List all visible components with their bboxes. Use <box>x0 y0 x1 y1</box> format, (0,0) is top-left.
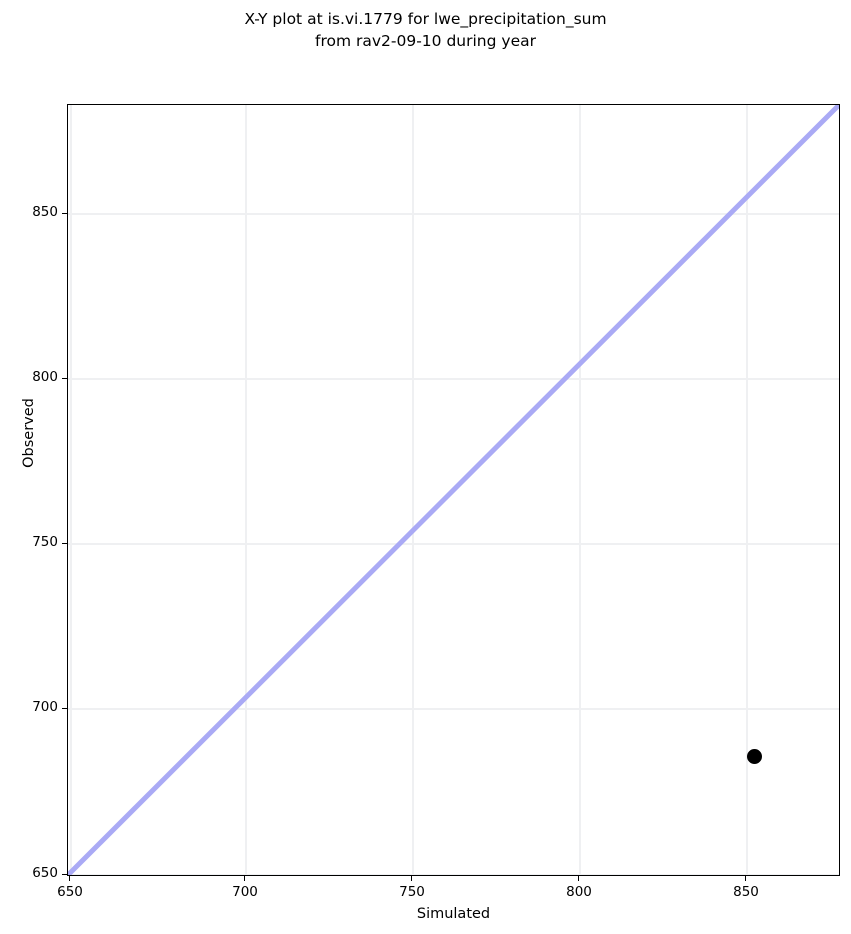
gridline-horizontal-850 <box>68 213 839 215</box>
y-axis-label: Observed <box>21 398 37 468</box>
xtick-650 <box>69 876 71 881</box>
plot-area <box>67 104 840 876</box>
ytick-700 <box>62 708 67 710</box>
chart-title: X-Y plot at is.vi.1779 for lwe_precipita… <box>244 10 607 50</box>
gridline-horizontal-800 <box>68 378 839 380</box>
xticklabel-700: 700 <box>232 884 258 900</box>
xtick-700 <box>244 876 246 881</box>
xtick-750 <box>411 876 413 881</box>
ytick-850 <box>62 213 67 215</box>
xticklabel-650: 650 <box>57 884 83 900</box>
data-point-1 <box>746 748 762 764</box>
ytick-750 <box>62 543 67 545</box>
gridline-vertical-750 <box>412 105 414 875</box>
xticklabel-800: 800 <box>566 884 592 900</box>
xticklabel-850: 850 <box>733 884 759 900</box>
gridline-vertical-800 <box>579 105 581 875</box>
yticklabel-850: 850 <box>32 204 58 220</box>
gridline-horizontal-650 <box>68 874 839 875</box>
one-to-one-reference-line <box>68 105 839 875</box>
yticklabel-800: 800 <box>32 369 58 385</box>
xticklabel-750: 750 <box>399 884 425 900</box>
yticklabel-750: 750 <box>32 534 58 550</box>
gridline-vertical-850 <box>746 105 748 875</box>
ytick-650 <box>62 874 67 876</box>
xtick-850 <box>745 876 747 881</box>
yticklabel-700: 700 <box>32 699 58 715</box>
xtick-800 <box>578 876 580 881</box>
gridline-horizontal-700 <box>68 708 839 710</box>
gridline-vertical-650 <box>70 105 72 875</box>
yticklabel-650: 650 <box>32 865 58 881</box>
x-axis-label: Simulated <box>416 906 491 922</box>
gridline-horizontal-750 <box>68 543 839 545</box>
gridline-vertical-700 <box>245 105 247 875</box>
ytick-800 <box>62 378 67 380</box>
